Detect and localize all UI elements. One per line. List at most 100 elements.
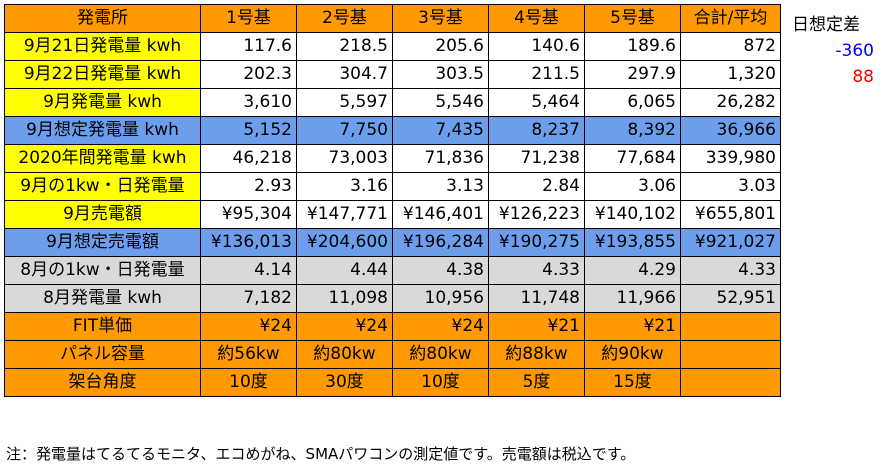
unit-2-cell: 7,750	[296, 116, 393, 145]
total-cell: 36,966	[680, 116, 781, 145]
unit-3-cell: 71,836	[392, 144, 489, 173]
total-cell: 52,951	[680, 284, 781, 313]
unit-5-cell: 77,684	[584, 144, 681, 173]
table-row: 8月の1kw・日発電量 4.14 4.44 4.38 4.33 4.29 4.33	[4, 256, 781, 285]
unit-2-cell: 4.44	[296, 256, 393, 285]
unit-1-cell: 7,182	[200, 284, 297, 313]
unit-2-cell: 218.5	[296, 32, 393, 61]
unit-2-cell: 73,003	[296, 144, 393, 173]
total-cell: 872	[680, 32, 781, 61]
unit-1-cell: 5,152	[200, 116, 297, 145]
row-label: FIT単価	[4, 312, 201, 341]
unit-3-cell: 3.13	[392, 172, 489, 201]
row-label: 2020年間発電量 kwh	[4, 144, 201, 173]
table-row: パネル容量 約56kw 約80kw 約80kw 約88kw 約90kw	[4, 340, 781, 369]
total-cell: ¥921,027	[680, 228, 781, 257]
row-label: 9月の1kw・日発電量	[4, 172, 201, 201]
unit-4-cell: ¥190,275	[488, 228, 585, 257]
unit-1-cell: 117.6	[200, 32, 297, 61]
unit-2-cell: 304.7	[296, 60, 393, 89]
unit-5-cell: 6,065	[584, 88, 681, 117]
header-cell-total: 合計/平均	[680, 4, 781, 33]
unit-3-cell: 7,435	[392, 116, 489, 145]
table-row: 9月22日発電量 kwh 202.3 304.7 303.5 211.5 297.9 1,3…	[4, 60, 781, 89]
row-label: 9月22日発電量 kwh	[4, 60, 201, 89]
total-cell: 26,282	[680, 88, 781, 117]
unit-5-cell: 297.9	[584, 60, 681, 89]
total-cell: 4.33	[680, 256, 781, 285]
total-cell: 3.03	[680, 172, 781, 201]
unit-1-cell: 2.93	[200, 172, 297, 201]
unit-5-cell: 4.29	[584, 256, 681, 285]
unit-1-cell: 46,218	[200, 144, 297, 173]
daily-diff-title: 日想定差	[792, 15, 860, 35]
total-cell: 1,320	[680, 60, 781, 89]
unit-3-cell: 10度	[392, 368, 489, 397]
footnote: 注：発電量はてるてるモニタ、エコめがね、SMAパワコンの測定値です。売電額は税込…	[6, 445, 636, 463]
unit-4-cell: 5度	[488, 368, 585, 397]
unit-1-cell: 約56kw	[200, 340, 297, 369]
unit-4-cell: ¥21	[488, 312, 585, 341]
daily-diff-value-1: -360	[835, 41, 874, 61]
unit-5-cell: ¥21	[584, 312, 681, 341]
unit-4-cell: 8,237	[488, 116, 585, 145]
unit-4-cell: 2.84	[488, 172, 585, 201]
unit-5-cell: 約90kw	[584, 340, 681, 369]
power-generation-table: 発電所 1号基 2号基 3号基 4号基 5号基 合計/平均 9月21日発電量 k…	[4, 4, 781, 397]
row-label: 9月売電額	[4, 200, 201, 229]
row-label: 8月発電量 kwh	[4, 284, 201, 313]
table-row: 9月発電量 kwh 3,610 5,597 5,546 5,464 6,065 26,282	[4, 88, 781, 117]
unit-5-cell: 15度	[584, 368, 681, 397]
unit-3-cell: ¥146,401	[392, 200, 489, 229]
table-row: 9月想定発電量 kwh 5,152 7,750 7,435 8,237 8,392 36,9…	[4, 116, 781, 145]
row-label: 8月の1kw・日発電量	[4, 256, 201, 285]
table-row: 8月発電量 kwh 7,182 11,098 10,956 11,748 11,966 52…	[4, 284, 781, 313]
unit-1-cell: ¥95,304	[200, 200, 297, 229]
total-cell: ¥655,801	[680, 200, 781, 229]
unit-5-cell: ¥140,102	[584, 200, 681, 229]
unit-1-cell: 202.3	[200, 60, 297, 89]
total-cell	[680, 368, 781, 397]
header-cell-unit-2: 2号基	[296, 4, 393, 33]
unit-3-cell: 10,956	[392, 284, 489, 313]
table-row: 9月売電額 ¥95,304 ¥147,771 ¥146,401 ¥126,223 ¥140…	[4, 200, 781, 229]
daily-diff-value-2: 88	[852, 67, 874, 87]
unit-1-cell: 3,610	[200, 88, 297, 117]
unit-3-cell: ¥196,284	[392, 228, 489, 257]
row-label: パネル容量	[4, 340, 201, 369]
unit-1-cell: ¥136,013	[200, 228, 297, 257]
unit-5-cell: 8,392	[584, 116, 681, 145]
unit-3-cell: 4.38	[392, 256, 489, 285]
unit-2-cell: 11,098	[296, 284, 393, 313]
unit-1-cell: ¥24	[200, 312, 297, 341]
header-row: 発電所 1号基 2号基 3号基 4号基 5号基 合計/平均	[4, 4, 781, 33]
unit-3-cell: 303.5	[392, 60, 489, 89]
unit-3-cell: 約80kw	[392, 340, 489, 369]
table-row: 9月想定売電額 ¥136,013 ¥204,600 ¥196,284 ¥190,275 ¥…	[4, 228, 781, 257]
table-row: 9月21日発電量 kwh 117.6 218.5 205.6 140.6 189.6 872	[4, 32, 781, 61]
table-row: 2020年間発電量 kwh 46,218 73,003 71,836 71,238 77,…	[4, 144, 781, 173]
row-label: 9月発電量 kwh	[4, 88, 201, 117]
unit-1-cell: 4.14	[200, 256, 297, 285]
unit-4-cell: ¥126,223	[488, 200, 585, 229]
row-label: 9月想定発電量 kwh	[4, 116, 201, 145]
row-label: 9月21日発電量 kwh	[4, 32, 201, 61]
unit-2-cell: ¥204,600	[296, 228, 393, 257]
unit-5-cell: 11,966	[584, 284, 681, 313]
unit-2-cell: 5,597	[296, 88, 393, 117]
unit-5-cell: 189.6	[584, 32, 681, 61]
table-row: 架台角度 10度 30度 10度 5度 15度	[4, 368, 781, 397]
row-label: 架台角度	[4, 368, 201, 397]
unit-2-cell: ¥147,771	[296, 200, 393, 229]
header-cell-unit-1: 1号基	[200, 4, 297, 33]
unit-1-cell: 10度	[200, 368, 297, 397]
total-cell: 339,980	[680, 144, 781, 173]
unit-4-cell: 211.5	[488, 60, 585, 89]
header-cell-plant: 発電所	[4, 4, 201, 33]
total-cell	[680, 312, 781, 341]
total-cell	[680, 340, 781, 369]
unit-2-cell: 約80kw	[296, 340, 393, 369]
unit-3-cell: 5,546	[392, 88, 489, 117]
unit-3-cell: ¥24	[392, 312, 489, 341]
header-cell-unit-5: 5号基	[584, 4, 681, 33]
